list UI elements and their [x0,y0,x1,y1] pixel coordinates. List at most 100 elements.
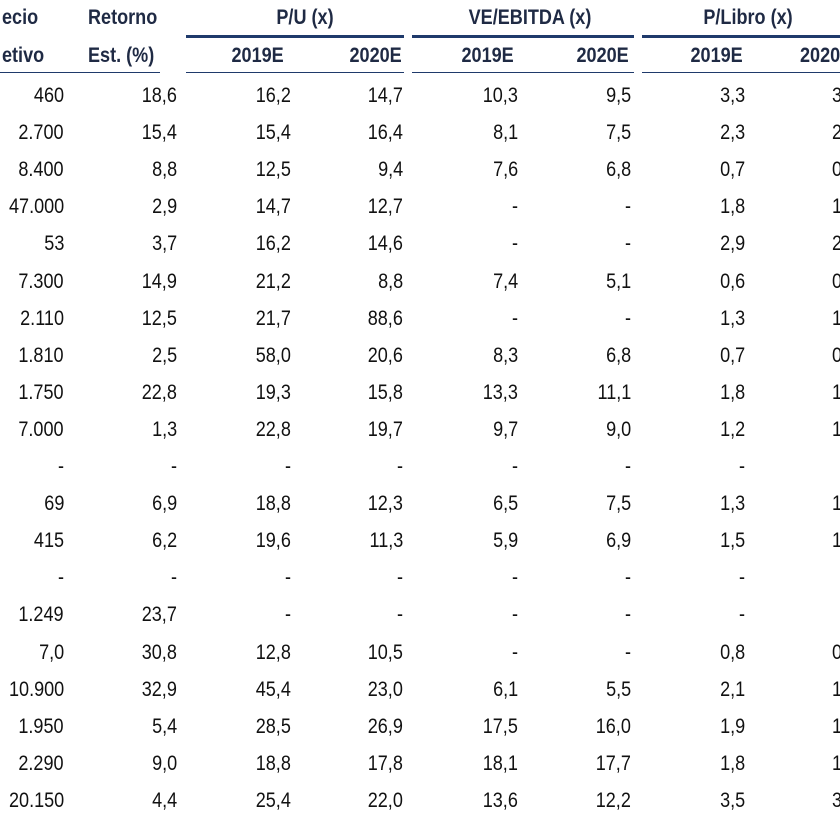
header-rule-pu [186,72,404,73]
cell-pl-2019: 2,3 [719,121,745,145]
cell-ve-2020: 6,9 [605,529,631,553]
cell-ve-2020: 9,0 [605,417,631,441]
cell-retorno: 5,4 [151,714,177,738]
cell-pu-2020: 23,0 [367,677,403,701]
cell-pl-2019: 1,3 [719,492,745,516]
cell-ve-2019: 7,4 [492,269,518,293]
cell-pu-2020: 14,6 [367,232,403,256]
cell-ve-2020: 17,7 [595,751,631,775]
cell-pl-2020: 1 [832,490,840,518]
cell-pu-2019: - [284,455,291,478]
cell-retorno: 1,3 [151,417,177,441]
cell-pu-2019: 19,6 [255,529,291,553]
cell-pu-2019: 12,8 [255,640,291,664]
cell-pl-2019: 2,1 [719,677,745,701]
cell-precio: 7.000 [18,417,64,441]
cell-ve-2020: 5,5 [605,677,631,701]
header-group-p-libro: P/Libro (x) [703,6,793,29]
cell-retorno: 32,9 [141,677,177,701]
cell-ve-2020: 6,8 [605,343,631,367]
cell-precio: - [57,455,64,478]
cell-ve-2019: 10,3 [482,84,518,107]
cell-precio: 47.000 [8,195,64,219]
cell-pu-2019: 18,8 [255,751,291,775]
cell-pl-2020: 1 [832,416,840,444]
cell-precio: 2.110 [20,306,64,330]
cell-pl-2020: 0 [832,156,840,184]
cell-retorno: - [170,455,177,478]
cell-ve-2019: - [511,566,518,590]
cell-retorno: 14,9 [141,269,177,293]
cell-pl-2020: 1 [832,713,840,741]
cell-ve-2019: 13,6 [482,788,518,812]
cell-pu-2019: 21,7 [255,306,291,330]
cell-pl-2020: 0 [832,268,840,296]
cell-pl-2019: 0,7 [719,158,745,182]
cell-pl-2019: 0,8 [719,640,745,664]
header-rule-p-libro [642,72,840,73]
cell-ve-2019: - [511,455,518,478]
cell-pl-2019: 1,8 [719,380,745,404]
cell-pl-2019: 1,8 [719,195,745,219]
cell-pu-2019: 12,5 [255,158,291,182]
cell-ve-2019: - [511,603,518,627]
cell-retorno: 23,7 [141,603,177,627]
cell-retorno: 8,8 [151,158,177,182]
cell-pu-2020: 10,5 [367,640,403,664]
cell-pl-2019: 2,9 [719,232,745,256]
cell-pl-2019: 3,5 [719,788,745,812]
cell-retorno: 4,4 [151,788,177,812]
cell-pl-2020: 1 [832,305,840,333]
cell-ve-2019: - [511,195,518,219]
cell-precio: 8.400 [18,158,64,182]
cell-ve-2020: - [624,455,631,478]
cell-pl-2020: 1 [832,527,840,555]
cell-pu-2020: 12,3 [367,492,403,516]
cell-pu-2020: 14,7 [367,84,403,107]
group-rule-p-libro [642,35,840,38]
cell-ve-2019: 8,3 [492,343,518,367]
cell-precio: 1.750 [18,380,64,404]
cell-pu-2020: 19,7 [367,417,403,441]
cell-precio: 2.700 [18,121,64,145]
cell-retorno: 22,8 [141,380,177,404]
header-retorno-line1: Retorno [88,6,158,29]
cell-pl-2020: 3 [832,787,840,815]
cell-retorno: 18,6 [141,84,177,107]
cell-ve-2019: 9,7 [492,417,518,441]
cell-pu-2020: 9,4 [377,158,403,182]
cell-ve-2020: 11,1 [597,380,631,404]
cell-pu-2020: - [396,566,403,590]
cell-ve-2020: - [624,306,631,330]
cell-pu-2019: 22,8 [255,417,291,441]
cell-pu-2019: 19,3 [255,380,291,404]
cell-ve-2020: - [624,566,631,590]
cell-retorno: 3,7 [151,232,177,256]
cell-pl-2020: 3 [832,82,840,110]
cell-ve-2020: 7,5 [605,121,631,145]
cell-precio: 1.249 [18,603,64,627]
cell-ve-2020: - [624,195,631,219]
cell-pu-2019: 28,5 [255,714,291,738]
cell-ve-2020: 9,5 [605,84,631,107]
cell-pu-2020: 16,4 [367,121,403,145]
cell-ve-2019: - [511,306,518,330]
cell-retorno: 15,4 [141,121,177,145]
header-year-ve-2020: 2020E [576,44,629,67]
cell-retorno: - [170,566,177,590]
cell-ve-2019: 8,1 [492,121,518,145]
cell-pl-2019: 1,8 [719,751,745,775]
header-year-pl-2019: 2019E [690,44,743,67]
cell-ve-2019: 13,3 [482,380,518,404]
cell-retorno: 12,5 [141,306,177,330]
cell-pu-2020: 88,6 [367,306,403,330]
header-rule-left [0,72,160,73]
cell-ve-2019: - [511,640,518,664]
cell-pu-2020: 20,6 [367,343,403,367]
cell-pl-2019: 1,2 [719,417,745,441]
cell-retorno: 9,0 [151,751,177,775]
header-group-pu: P/U (x) [276,6,334,29]
cell-pl-2019: 0,6 [719,269,745,293]
cell-retorno: 2,5 [151,343,177,367]
cell-pl-2020: 0 [832,639,840,667]
